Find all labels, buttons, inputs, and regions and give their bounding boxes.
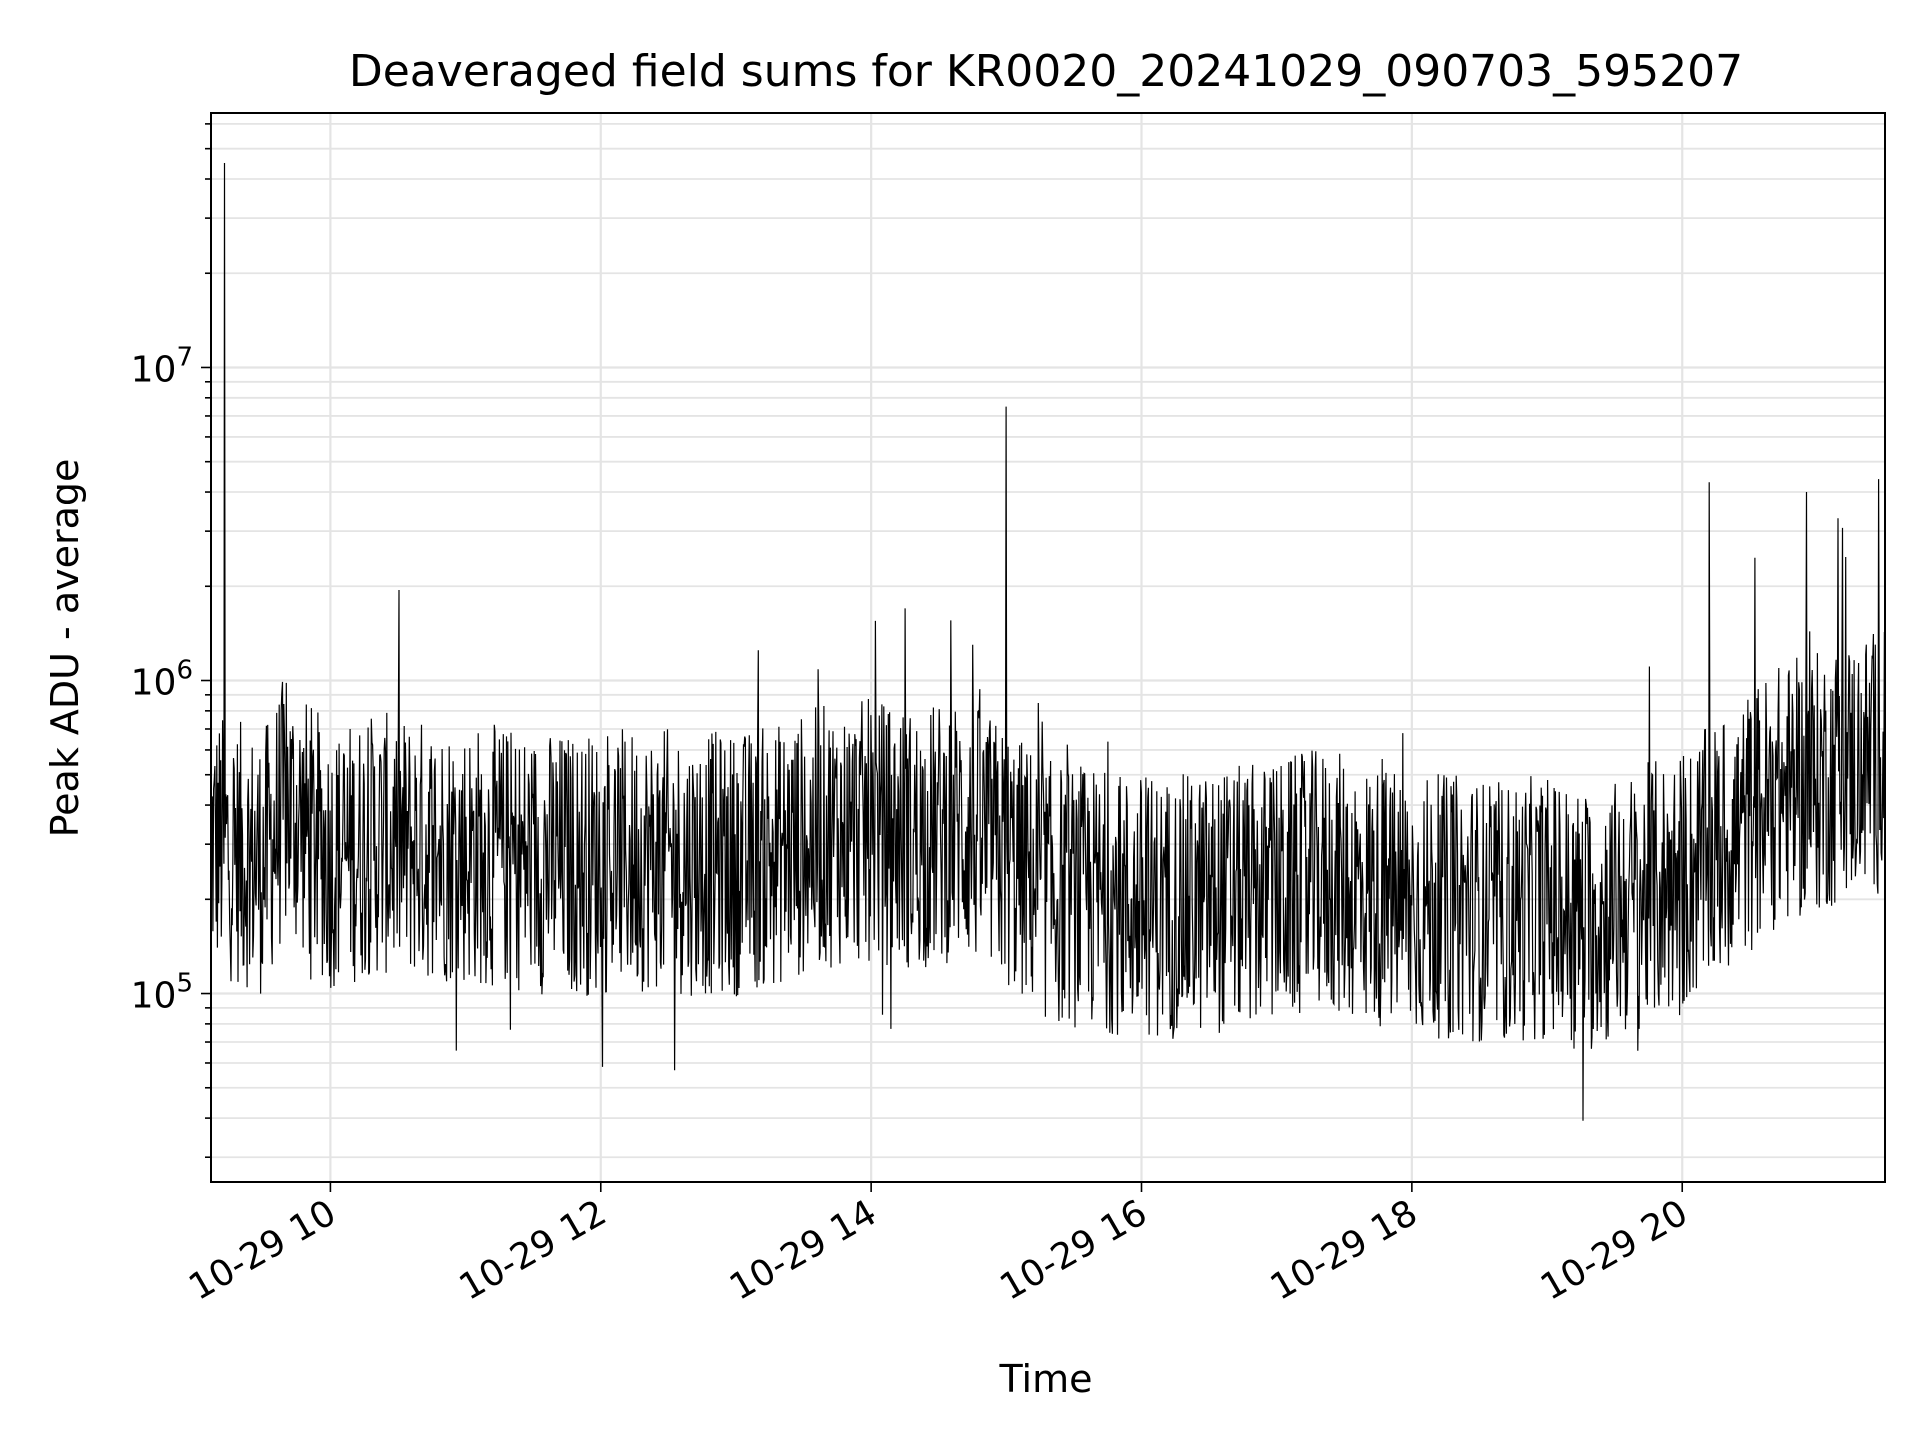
y-tick-label: 107 [131, 342, 193, 390]
y-tick-label: 105 [131, 969, 193, 1017]
y-tick-label: 106 [131, 656, 193, 704]
y-axis-label: Peak ADU - average [43, 459, 87, 838]
x-axis-label: Time [999, 1357, 1093, 1401]
chart-title: Deaveraged field sums for KR0020_2024102… [349, 46, 1743, 97]
y-axis: 105 106 107 [131, 123, 211, 1159]
plot-frame [210, 112, 1886, 1183]
series-line [210, 162, 1886, 1121]
plot-area [210, 162, 1886, 1121]
